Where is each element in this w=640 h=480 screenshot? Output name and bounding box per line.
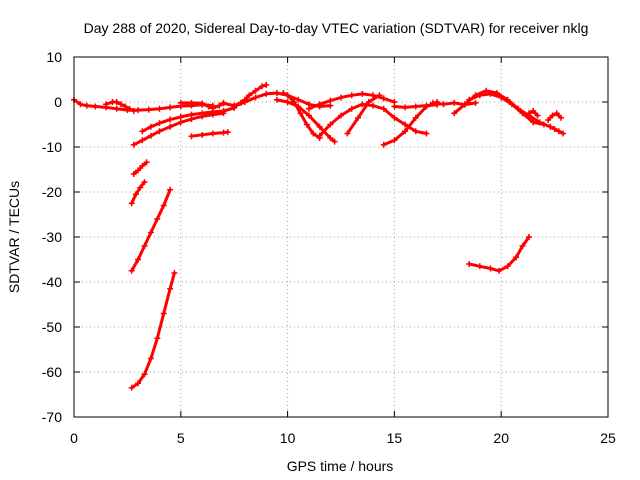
series-line — [550, 127, 563, 134]
data-point — [466, 261, 472, 267]
data-point — [167, 104, 173, 110]
x-axis-title: GPS time / hours — [287, 458, 394, 474]
series-line — [347, 95, 379, 133]
data-point — [188, 133, 194, 139]
y-tick-label: -70 — [42, 409, 62, 425]
series-arc-22 — [466, 91, 547, 128]
series-line — [548, 113, 561, 120]
series-arc-6 — [188, 129, 230, 139]
y-tick-label: 0 — [54, 94, 62, 110]
data-point — [92, 104, 98, 110]
data-point — [423, 131, 429, 137]
data-point — [451, 100, 457, 106]
data-point — [391, 104, 397, 110]
data-point — [156, 106, 162, 112]
series-arc-14 — [280, 90, 322, 141]
data-point — [473, 100, 479, 106]
data-point — [188, 112, 194, 118]
y-tick-label: -50 — [42, 319, 62, 335]
series-line — [320, 104, 427, 136]
series-arc-7 — [131, 159, 150, 177]
series-arc-9 — [129, 187, 173, 274]
x-tick-label: 15 — [387, 430, 403, 446]
y-tick-label: -10 — [42, 139, 62, 155]
data-point — [114, 106, 120, 112]
x-tick-label: 5 — [177, 430, 185, 446]
x-tick-labels: 0 5 10 15 20 25 — [70, 430, 616, 446]
data-point — [441, 101, 447, 107]
data-point — [225, 129, 231, 135]
series-arc-26 — [466, 234, 532, 274]
plot-area — [71, 82, 566, 391]
y-tick-labels: 10 0 -10 -20 -30 -40 -50 -60 -70 — [42, 49, 62, 425]
series-arc-25 — [547, 124, 566, 137]
series-arc-17 — [344, 92, 382, 136]
y-tick-label: -30 — [42, 229, 62, 245]
data-point — [274, 90, 280, 96]
series-line — [134, 162, 147, 174]
x-tick-label: 0 — [70, 430, 78, 446]
data-point — [402, 104, 408, 110]
y-tick-label: -20 — [42, 184, 62, 200]
vtec-chart: Day 288 of 2020, Sidereal Day-to-day VTE… — [0, 0, 640, 480]
series-line — [132, 182, 145, 203]
data-point — [477, 263, 483, 269]
series-arc-8 — [129, 179, 148, 206]
x-tick-label: 25 — [600, 430, 616, 446]
data-point — [349, 92, 355, 98]
series-arc-24 — [545, 110, 564, 123]
data-point — [210, 131, 216, 137]
x-tick-label: 10 — [280, 430, 296, 446]
x-tick-label: 20 — [493, 430, 509, 446]
y-tick-label: 10 — [46, 49, 62, 65]
data-point — [146, 107, 152, 113]
series-line — [132, 273, 175, 388]
chart-title: Day 288 of 2020, Sidereal Day-to-day VTE… — [84, 20, 589, 36]
data-point — [413, 104, 419, 110]
data-point — [84, 103, 90, 109]
data-point — [199, 132, 205, 138]
data-point — [359, 91, 365, 97]
y-tick-label: -60 — [42, 364, 62, 380]
series-arc-10 — [129, 270, 178, 391]
data-point — [135, 107, 141, 113]
y-tick-label: -40 — [42, 274, 62, 290]
series-arc-1 — [71, 97, 216, 113]
y-axis-title: SDTVAR / TECUs — [6, 181, 22, 293]
